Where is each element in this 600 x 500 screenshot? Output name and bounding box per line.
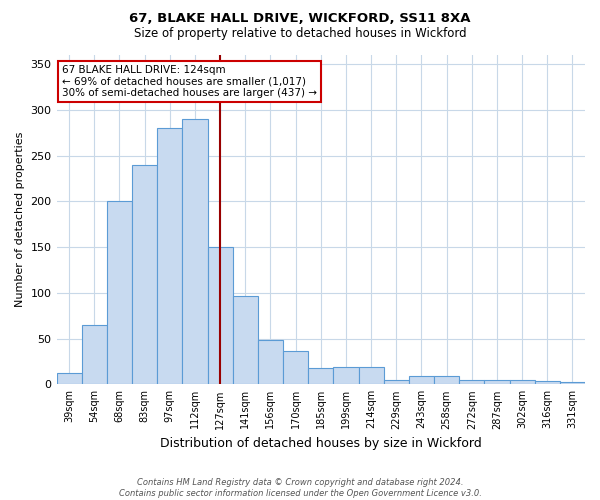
Bar xyxy=(132,165,157,384)
Bar xyxy=(359,367,383,384)
Bar xyxy=(107,202,132,384)
Bar xyxy=(535,380,560,384)
Bar xyxy=(308,368,334,384)
Text: Size of property relative to detached houses in Wickford: Size of property relative to detached ho… xyxy=(134,28,466,40)
Bar xyxy=(434,376,459,384)
X-axis label: Distribution of detached houses by size in Wickford: Distribution of detached houses by size … xyxy=(160,437,482,450)
Text: 67, BLAKE HALL DRIVE, WICKFORD, SS11 8XA: 67, BLAKE HALL DRIVE, WICKFORD, SS11 8XA xyxy=(129,12,471,26)
Bar xyxy=(484,380,509,384)
Bar xyxy=(334,367,359,384)
Bar xyxy=(56,374,82,384)
Bar xyxy=(208,247,233,384)
Y-axis label: Number of detached properties: Number of detached properties xyxy=(15,132,25,308)
Bar xyxy=(560,382,585,384)
Bar xyxy=(283,352,308,384)
Bar xyxy=(233,296,258,384)
Bar xyxy=(82,325,107,384)
Text: 67 BLAKE HALL DRIVE: 124sqm
← 69% of detached houses are smaller (1,017)
30% of : 67 BLAKE HALL DRIVE: 124sqm ← 69% of det… xyxy=(62,65,317,98)
Bar xyxy=(459,380,484,384)
Bar xyxy=(383,380,409,384)
Bar xyxy=(157,128,182,384)
Text: Contains HM Land Registry data © Crown copyright and database right 2024.
Contai: Contains HM Land Registry data © Crown c… xyxy=(119,478,481,498)
Bar xyxy=(258,340,283,384)
Bar xyxy=(182,119,208,384)
Bar xyxy=(509,380,535,384)
Bar xyxy=(409,376,434,384)
